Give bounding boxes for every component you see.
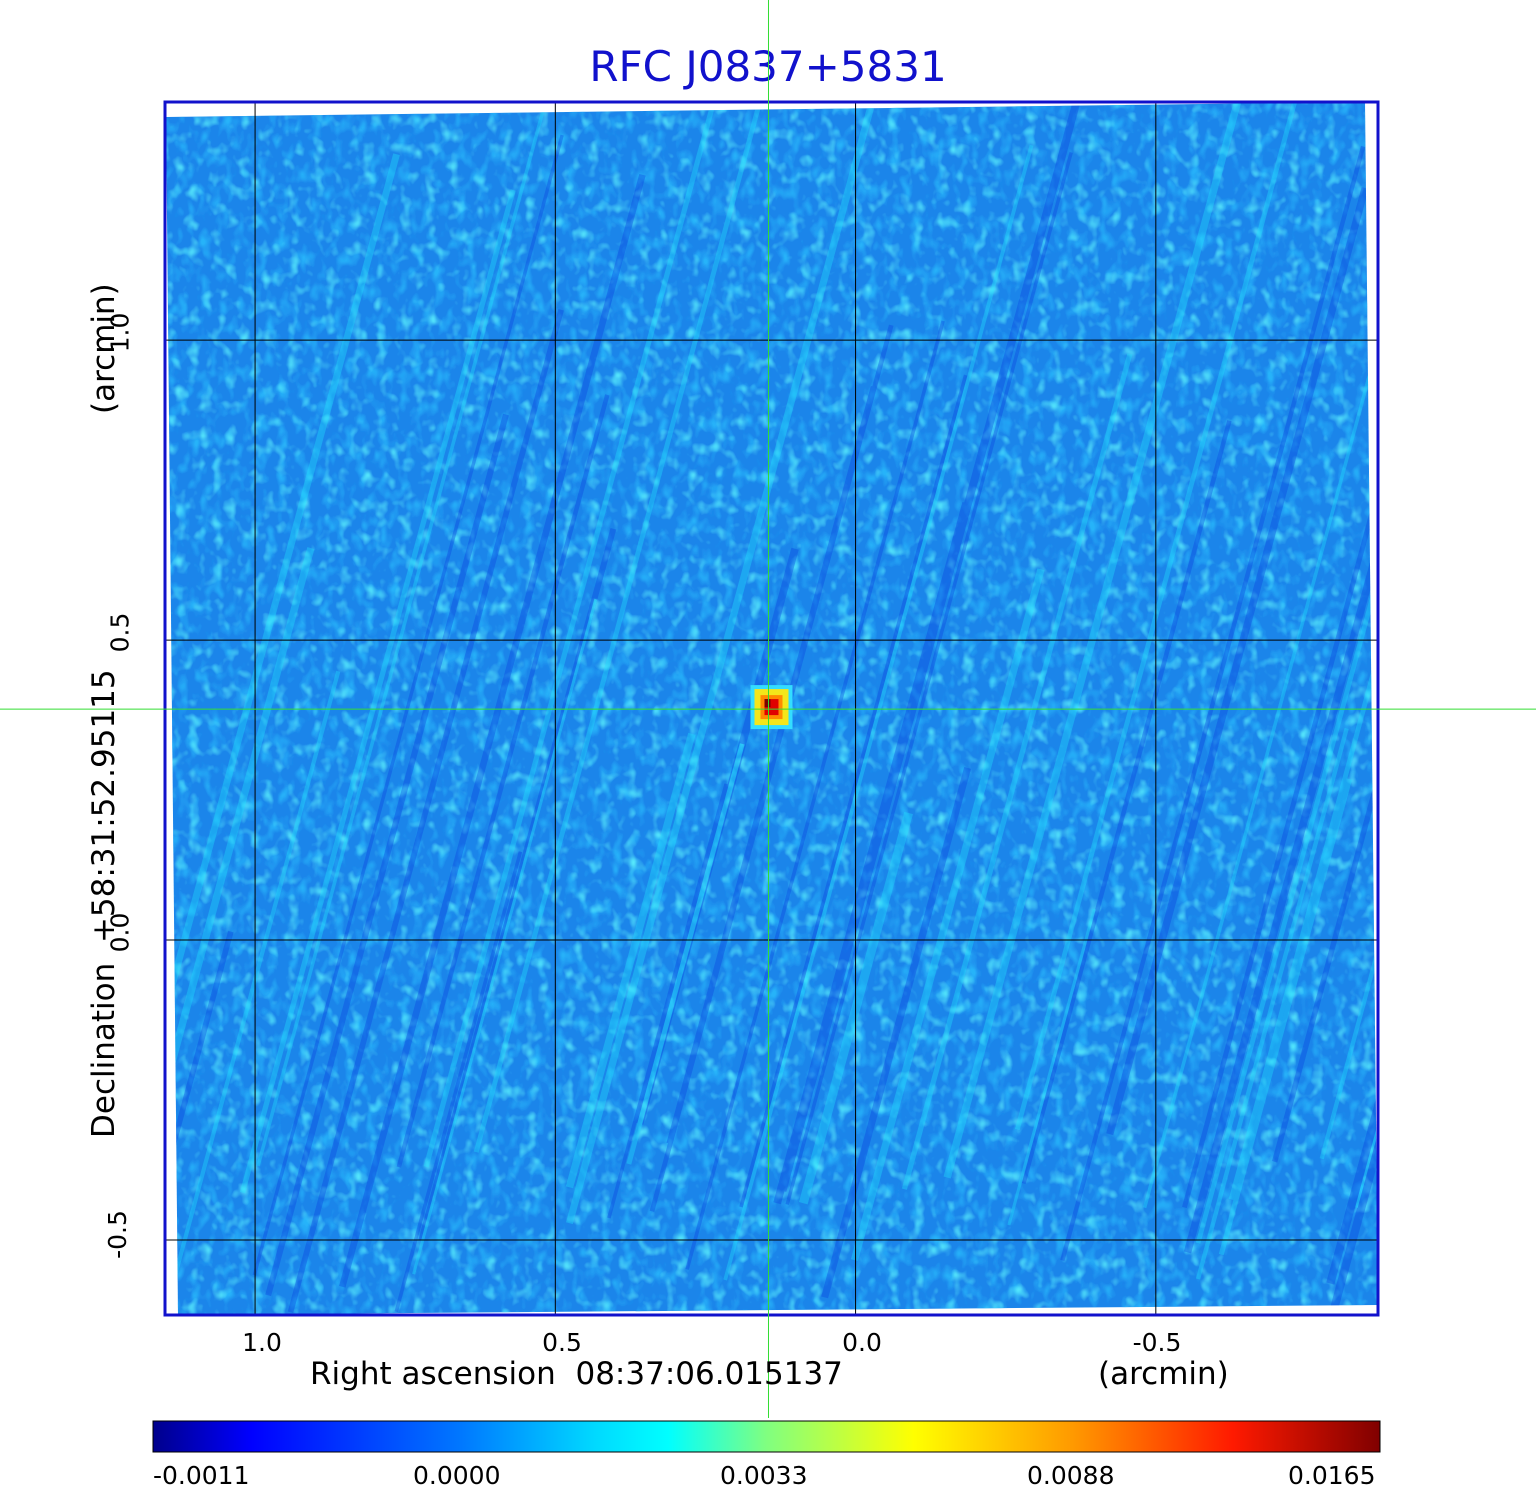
source-peak-pixel [764, 699, 771, 708]
colorbar-tick-label: 0.0165 [1288, 1461, 1376, 1490]
image-stripe [723, 144, 1034, 1281]
image-stripe [1014, 102, 1306, 1131]
crosshair [0, 0, 1536, 1418]
image-stripe [1142, 375, 1371, 1209]
x-tick-label: 0.5 [542, 1328, 582, 1357]
image-stripe [166, 930, 234, 1253]
image-stripe [607, 783, 728, 1219]
image-stripe [1007, 908, 1096, 1226]
image-stripe [418, 527, 617, 1242]
x-tick-label: 1.0 [242, 1328, 282, 1357]
image-stripe [252, 134, 564, 1276]
image-stripe [666, 385, 875, 1144]
radio-source-peak [750, 685, 793, 730]
image-stripe [423, 102, 742, 1168]
x-axis-unit: (arcmin) [1098, 1356, 1229, 1392]
image-stripe [778, 102, 1094, 1192]
image-stripe [773, 502, 970, 1205]
image-stripe [166, 670, 341, 1311]
image-stripe [1413, 357, 1536, 1200]
image-stripe [339, 173, 646, 1288]
image-stripe [265, 413, 509, 1297]
y-axis-label: Declination +58:31:52.95115 [86, 669, 122, 1138]
image-stripe [636, 547, 799, 1125]
colorbar-tick-label: 0.0033 [720, 1461, 808, 1490]
image-stripe [739, 374, 968, 1208]
image-stripe [1527, 660, 1536, 1171]
plot-frame [163, 100, 1380, 1317]
colorbar-tick-label: -0.0011 [153, 1461, 250, 1490]
image-stripe [1182, 102, 1378, 1209]
y-axis-unit: (arcmin) [86, 283, 122, 414]
image-stripe [1352, 356, 1378, 1208]
image-stripe [1183, 323, 1378, 1254]
y-tick-label: 0.5 [105, 612, 135, 653]
image-stripe [1218, 778, 1353, 1256]
image-stripe [166, 547, 315, 1195]
image-stripe [1319, 226, 1378, 1160]
image-stripe [565, 732, 696, 1189]
image-stripe [396, 394, 610, 1168]
image-stripe [287, 308, 564, 1313]
image-stripe [1330, 972, 1378, 1309]
image-stripe [412, 598, 598, 1275]
image-stripe [626, 743, 745, 1165]
image-stripe [1405, 165, 1536, 1156]
image-stripe [1472, 728, 1536, 1187]
sky-image [166, 30, 1536, 1319]
image-stripe [1423, 546, 1536, 1191]
colorbar [152, 1420, 1381, 1453]
image-stripe [1106, 187, 1369, 1136]
colorbar-tick-label: 0.0000 [413, 1461, 501, 1490]
image-stripe [1195, 512, 1378, 1244]
colorbar-tick-label: 0.0088 [1027, 1461, 1115, 1490]
image-stripe [850, 568, 1045, 1261]
image-stripe [1523, 30, 1536, 1152]
image-stripe [943, 102, 1252, 1179]
image-stripe [1021, 420, 1232, 1185]
x-tick-label: -0.5 [1132, 1328, 1182, 1357]
image-stripe [1326, 510, 1378, 1285]
x-axis-label: Right ascension 08:37:06.015137 [310, 1356, 843, 1392]
image-stripe [239, 189, 516, 1194]
image-stripe [821, 767, 972, 1299]
image-stripe [685, 320, 945, 1270]
image-stripe [1060, 145, 1366, 1262]
image-stripe [376, 532, 548, 1156]
image-stripe [649, 324, 894, 1212]
image-stripe [1528, 655, 1536, 1319]
image-stripe [1195, 727, 1349, 1280]
image-stripe [565, 102, 890, 1225]
x-tick-label: 0.0 [842, 1328, 882, 1357]
image-stripe [256, 102, 549, 1167]
image-stripe [901, 353, 1133, 1190]
coordinate-grid [165, 102, 1378, 1315]
image-stripe [785, 151, 1073, 1205]
image-stripe [1272, 246, 1378, 1163]
y-tick-label: -0.5 [102, 1210, 132, 1259]
image-stripe [394, 851, 523, 1313]
image-stripe [473, 102, 782, 1153]
image-stripe [1228, 189, 1378, 1200]
